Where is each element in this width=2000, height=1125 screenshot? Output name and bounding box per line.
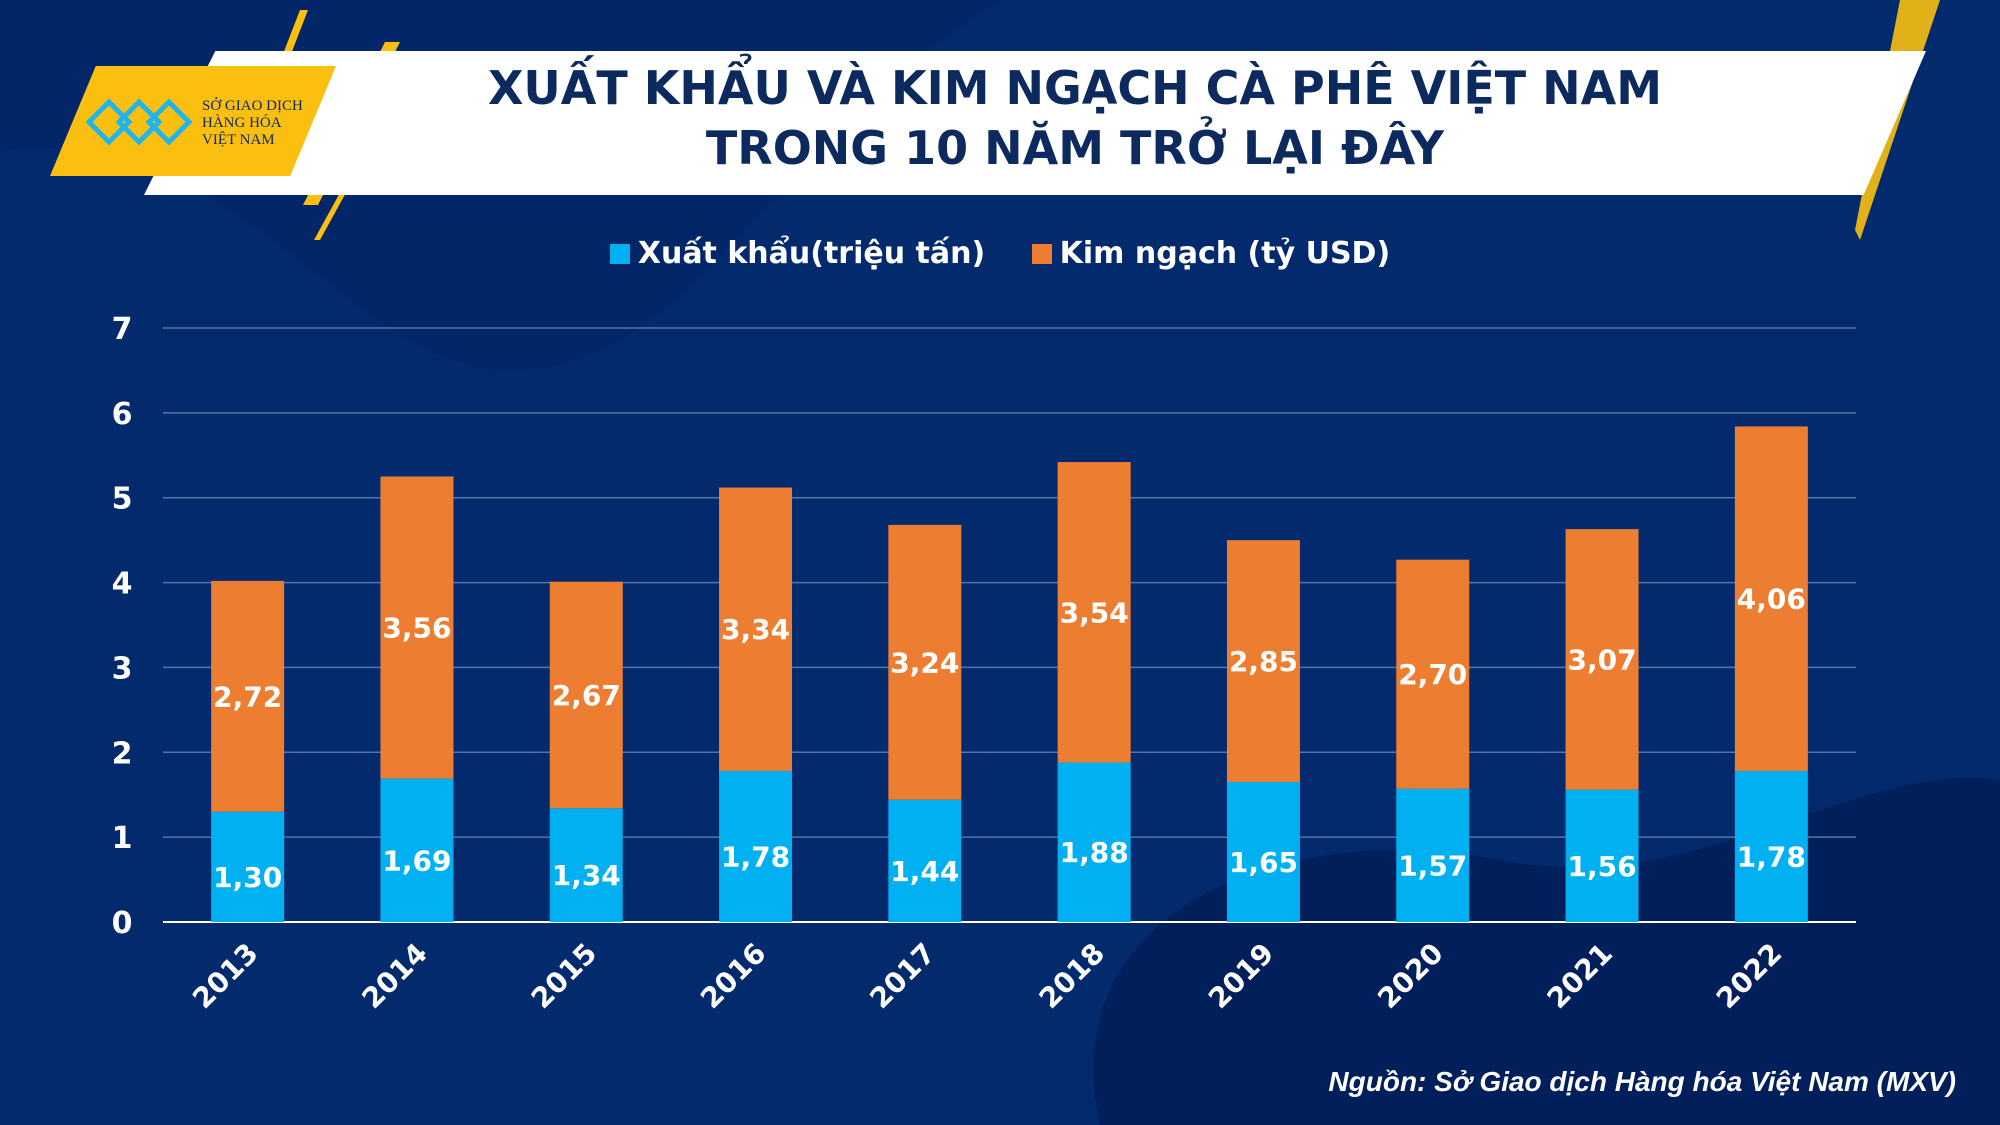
legend-label: Xuất khẩu(triệu tấn) <box>637 236 986 271</box>
bar-segment <box>1396 559 1470 789</box>
data-label: 1,56 <box>1568 850 1637 883</box>
data-label: 1,44 <box>890 855 959 888</box>
data-label: 1,34 <box>552 859 621 892</box>
bar-segment <box>719 770 793 922</box>
y-tick-label: 0 <box>112 906 133 941</box>
bar-segment <box>1057 762 1131 922</box>
data-label: 1,78 <box>1737 840 1806 873</box>
bar-segment <box>1396 788 1470 922</box>
bar-segment <box>211 580 285 812</box>
x-tick-label: 2020 <box>1371 937 1449 1015</box>
bar-segment <box>549 581 623 809</box>
legend-swatch <box>1031 244 1052 264</box>
x-tick-label: 2016 <box>694 937 772 1015</box>
data-label: 1,69 <box>382 844 451 877</box>
bar-segment <box>1057 462 1131 763</box>
y-tick-label: 5 <box>112 482 133 517</box>
legend-item-value: Kim ngạch (tỷ USD) <box>1031 236 1391 271</box>
x-tick-label: 2019 <box>1202 937 1280 1015</box>
logo-mark-icon <box>85 98 193 146</box>
data-label: 3,54 <box>1060 596 1129 629</box>
bar-segment <box>1565 789 1639 922</box>
bar-segment <box>549 808 623 922</box>
x-tick-label: 2014 <box>355 937 433 1015</box>
legend-swatch <box>609 244 630 264</box>
data-label: 4,06 <box>1737 583 1806 616</box>
bar-segment <box>888 524 962 800</box>
page-title: XUẤT KHẨU VÀ KIM NGẠCH CÀ PHÊ VIỆT NAM T… <box>300 58 1850 178</box>
y-tick-label: 6 <box>112 397 133 432</box>
logo <box>50 66 336 176</box>
bar-segment <box>888 799 962 922</box>
logo-line: HÀNG HÓA <box>202 115 282 131</box>
data-label: 3,56 <box>382 612 451 645</box>
x-tick-label: 2018 <box>1033 937 1111 1015</box>
y-tick-label: 1 <box>112 821 133 856</box>
y-tick-label: 7 <box>112 312 133 347</box>
bar-segment <box>1565 529 1639 790</box>
bar-segment <box>719 487 793 771</box>
y-tick-label: 4 <box>112 567 133 602</box>
data-label: 3,24 <box>890 646 959 679</box>
data-label: 2,70 <box>1398 658 1467 691</box>
data-label: 1,57 <box>1398 849 1467 882</box>
logo-line: VIỆT NAM <box>202 132 275 148</box>
logo-text: SỞ GIAO DỊCH HÀNG HÓA VIỆT NAM <box>202 98 303 149</box>
bar-segment <box>211 811 285 922</box>
bar-segment <box>380 778 454 922</box>
y-tick-label: 3 <box>112 651 133 686</box>
bar-segment <box>1734 426 1808 771</box>
source-note: Nguồn: Sở Giao dịch Hàng hóa Việt Nam (M… <box>1328 1066 1956 1097</box>
data-label: 1,30 <box>213 861 282 894</box>
data-label: 1,65 <box>1229 846 1298 879</box>
data-label: 1,88 <box>1060 836 1129 869</box>
data-label: 1,78 <box>721 840 790 873</box>
bar-segment <box>1226 781 1300 922</box>
data-label: 3,07 <box>1568 643 1637 676</box>
legend-label: Kim ngạch (tỷ USD) <box>1059 236 1391 271</box>
y-tick-label: 2 <box>112 736 133 771</box>
title-band <box>144 51 1926 195</box>
title-line-1: XUẤT KHẨU VÀ KIM NGẠCH CÀ PHÊ VIỆT NAM <box>487 61 1663 115</box>
data-label: 3,34 <box>721 613 790 646</box>
data-label: 2,67 <box>552 679 621 712</box>
x-tick-label: 2015 <box>525 937 603 1015</box>
title-line-2: TRONG 10 NĂM TRỞ LẠI ĐÂY <box>705 121 1445 175</box>
bar-segment <box>1226 540 1300 782</box>
bar-segment <box>380 476 454 779</box>
data-label: 2,85 <box>1229 645 1298 678</box>
legend-item-export: Xuất khẩu(triệu tấn) <box>609 236 986 271</box>
x-tick-label: 2022 <box>1710 937 1788 1015</box>
data-label: 2,72 <box>213 680 282 713</box>
logo-line: SỞ GIAO DỊCH <box>202 98 303 114</box>
bar-segment <box>1734 770 1808 922</box>
x-tick-label: 2017 <box>863 937 941 1015</box>
x-tick-label: 2021 <box>1541 937 1619 1015</box>
x-tick-label: 2013 <box>186 937 264 1015</box>
legend: Xuất khẩu(triệu tấn) Kim ngạch (tỷ USD) <box>0 236 2000 271</box>
